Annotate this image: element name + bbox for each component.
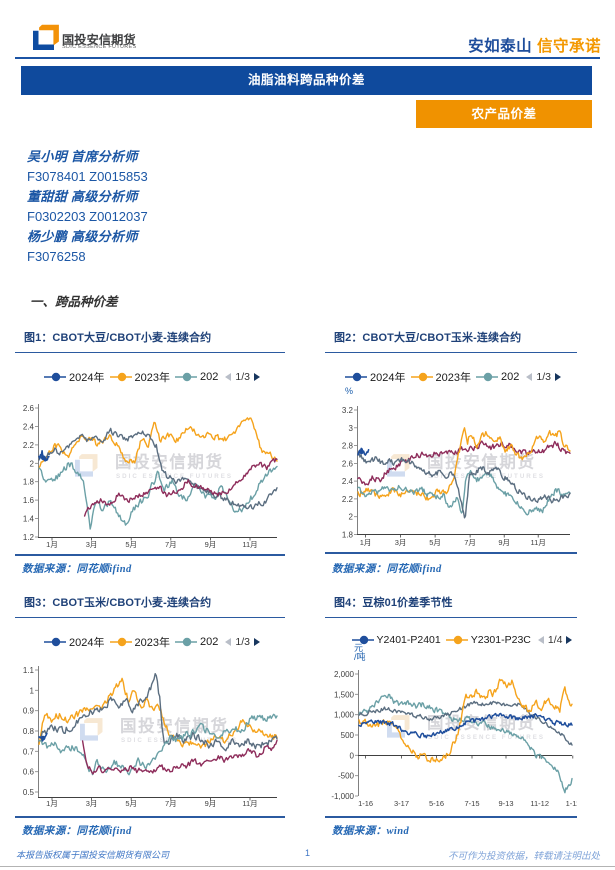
svg-text:1月: 1月 (360, 538, 372, 547)
svg-text:2.6: 2.6 (342, 459, 354, 468)
svg-text:1月: 1月 (46, 799, 58, 808)
svg-text:3月: 3月 (86, 540, 98, 549)
svg-text:2.6: 2.6 (23, 404, 35, 413)
svg-text:1-11: 1-11 (566, 799, 577, 808)
svg-text:2.4: 2.4 (342, 477, 354, 486)
svg-text:SDIC ESSENCE FUTURES: SDIC ESSENCE FUTURES (428, 734, 545, 741)
svg-text:5月: 5月 (125, 799, 137, 808)
svg-text:国投安信期货: 国投安信期货 (115, 452, 224, 472)
svg-text:7月: 7月 (165, 799, 177, 808)
svg-text:7-15: 7-15 (464, 799, 479, 808)
svg-text:5月: 5月 (125, 540, 137, 549)
svg-text:SDIC ESSENCE FUTURES: SDIC ESSENCE FUTURES (428, 473, 545, 480)
svg-text:国投安信期货: 国投安信期货 (120, 716, 229, 736)
svg-text:2: 2 (30, 459, 35, 468)
svg-text:5-16: 5-16 (429, 799, 444, 808)
svg-text:1.4: 1.4 (23, 515, 35, 524)
svg-text:11-12: 11-12 (530, 799, 549, 808)
svg-text:9月: 9月 (205, 799, 217, 808)
svg-text:1,000: 1,000 (334, 711, 355, 720)
svg-text:1.8: 1.8 (342, 531, 354, 540)
svg-text:0.7: 0.7 (23, 747, 35, 756)
svg-text:1-16: 1-16 (358, 799, 373, 808)
svg-text:-500: -500 (338, 772, 355, 781)
svg-text:2: 2 (349, 513, 354, 522)
svg-text:0: 0 (350, 751, 355, 760)
svg-text:9月: 9月 (498, 538, 510, 547)
svg-text:11月: 11月 (242, 540, 257, 549)
svg-text:500: 500 (341, 731, 355, 740)
svg-text:3: 3 (349, 424, 354, 433)
svg-text:0.9: 0.9 (23, 707, 35, 716)
svg-text:3月: 3月 (395, 538, 407, 547)
svg-text:1.2: 1.2 (23, 533, 35, 542)
svg-text:1.6: 1.6 (23, 496, 35, 505)
svg-text:7月: 7月 (165, 540, 177, 549)
svg-text:11月: 11月 (531, 538, 546, 547)
svg-text:0.5: 0.5 (23, 788, 35, 797)
svg-text:5月: 5月 (429, 538, 441, 547)
svg-text:1: 1 (30, 686, 35, 695)
svg-text:9-13: 9-13 (498, 799, 513, 808)
svg-text:SDIC ESSENCE FUTURES: SDIC ESSENCE FUTURES (116, 473, 233, 480)
svg-text:3.2: 3.2 (342, 406, 354, 415)
svg-text:11月: 11月 (242, 799, 257, 808)
svg-text:3-17: 3-17 (394, 799, 409, 808)
svg-text:1月: 1月 (46, 540, 58, 549)
svg-text:0.6: 0.6 (23, 768, 35, 777)
svg-text:国投安信期货: 国投安信期货 (427, 452, 536, 472)
svg-text:1.1: 1.1 (23, 666, 35, 675)
svg-text:-1,000: -1,000 (331, 792, 354, 801)
svg-text:7月: 7月 (464, 538, 476, 547)
svg-text:2.2: 2.2 (23, 441, 35, 450)
svg-text:1,500: 1,500 (334, 690, 355, 699)
svg-text:3月: 3月 (86, 799, 98, 808)
svg-text:0.8: 0.8 (23, 727, 35, 736)
svg-text:9月: 9月 (205, 540, 217, 549)
svg-text:2.4: 2.4 (23, 422, 35, 431)
svg-text:2.2: 2.2 (342, 495, 354, 504)
svg-text:1.8: 1.8 (23, 478, 35, 487)
svg-text:2,000: 2,000 (334, 670, 355, 679)
svg-text:2.8: 2.8 (342, 442, 354, 451)
